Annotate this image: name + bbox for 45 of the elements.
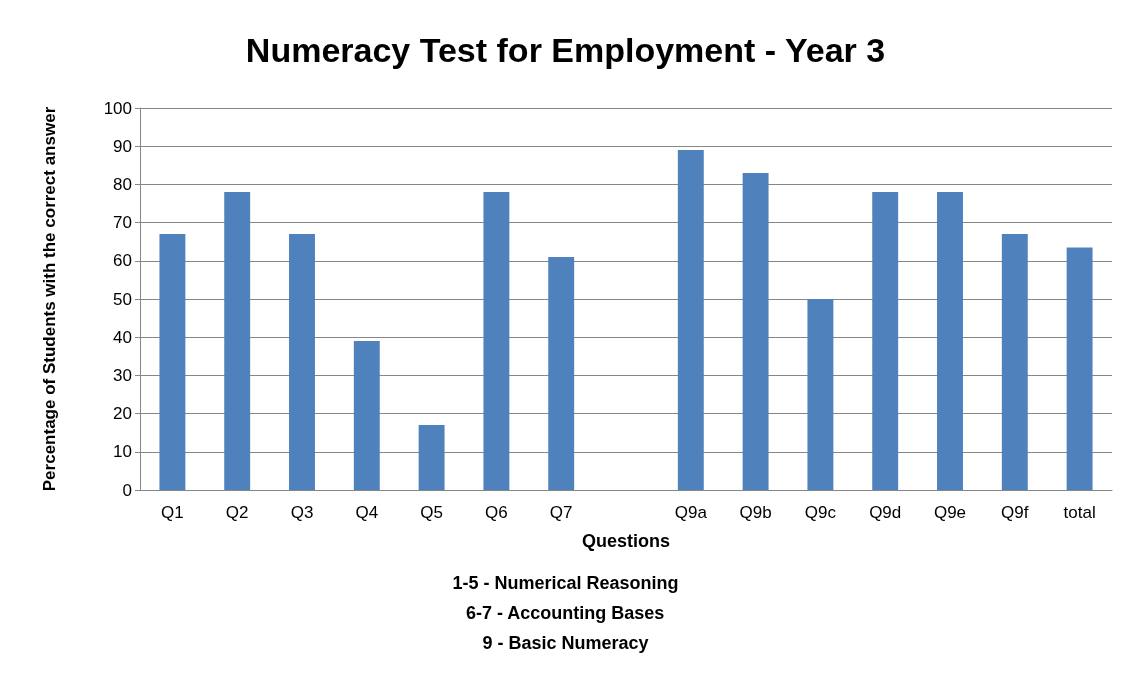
y-tick-label: 100: [103, 98, 132, 118]
x-tick-label: Q9a: [674, 503, 708, 522]
x-tick-label: Q9e: [933, 503, 967, 522]
x-tick-label: Q1: [161, 503, 184, 522]
text: 1-5 - Numerical Reasoning: [452, 573, 679, 593]
bar: [677, 150, 704, 490]
bar: [159, 234, 186, 490]
bar: [1066, 247, 1093, 490]
bar: [872, 192, 899, 490]
bar: [483, 192, 510, 490]
bar: [742, 172, 769, 490]
bar: [289, 234, 315, 490]
bar: [937, 192, 963, 490]
y-tick-label: 20: [113, 404, 132, 424]
x-tick-label: Q9c: [804, 503, 837, 522]
bar: [418, 425, 445, 490]
y-tick-label: 80: [113, 174, 132, 194]
x-axis-title: Questions: [581, 531, 671, 551]
y-tick-label: 0: [122, 480, 132, 500]
bar: [807, 299, 834, 490]
chart-title: Numeracy Test for Employment - Year 3: [245, 31, 886, 69]
x-tick-label: Q6: [485, 503, 508, 522]
y-tick-label: 90: [113, 136, 132, 156]
x-tick-label: Q9d: [869, 503, 902, 522]
y-tick-label: 10: [113, 442, 132, 462]
x-tick-label: Q2: [225, 503, 249, 522]
x-tick-label: Q9b: [739, 503, 772, 522]
x-tick-label: Q7: [549, 503, 573, 522]
y-tick-label: 60: [113, 251, 132, 271]
bar: [1001, 234, 1028, 490]
y-tick-label: 30: [113, 365, 132, 385]
x-tick-label: total: [1063, 503, 1096, 522]
y-axis-title: Percentage of Students with the correct answer: [40, 106, 59, 492]
x-tick-label: Q4: [355, 503, 379, 522]
x-tick-label: Q3: [290, 503, 314, 522]
y-tick-label: 70: [113, 213, 132, 233]
bar: [353, 341, 380, 490]
y-tick-label: 50: [113, 289, 132, 309]
bar: [548, 256, 575, 490]
x-tick-label: Q9f: [1001, 503, 1029, 522]
y-tick-label: 40: [113, 327, 132, 347]
x-tick-label: Q5: [420, 503, 443, 522]
bar: [224, 192, 251, 490]
text: 9 - Basic Numeracy: [482, 633, 649, 653]
text: 6-7 - Accounting Bases: [465, 603, 665, 623]
